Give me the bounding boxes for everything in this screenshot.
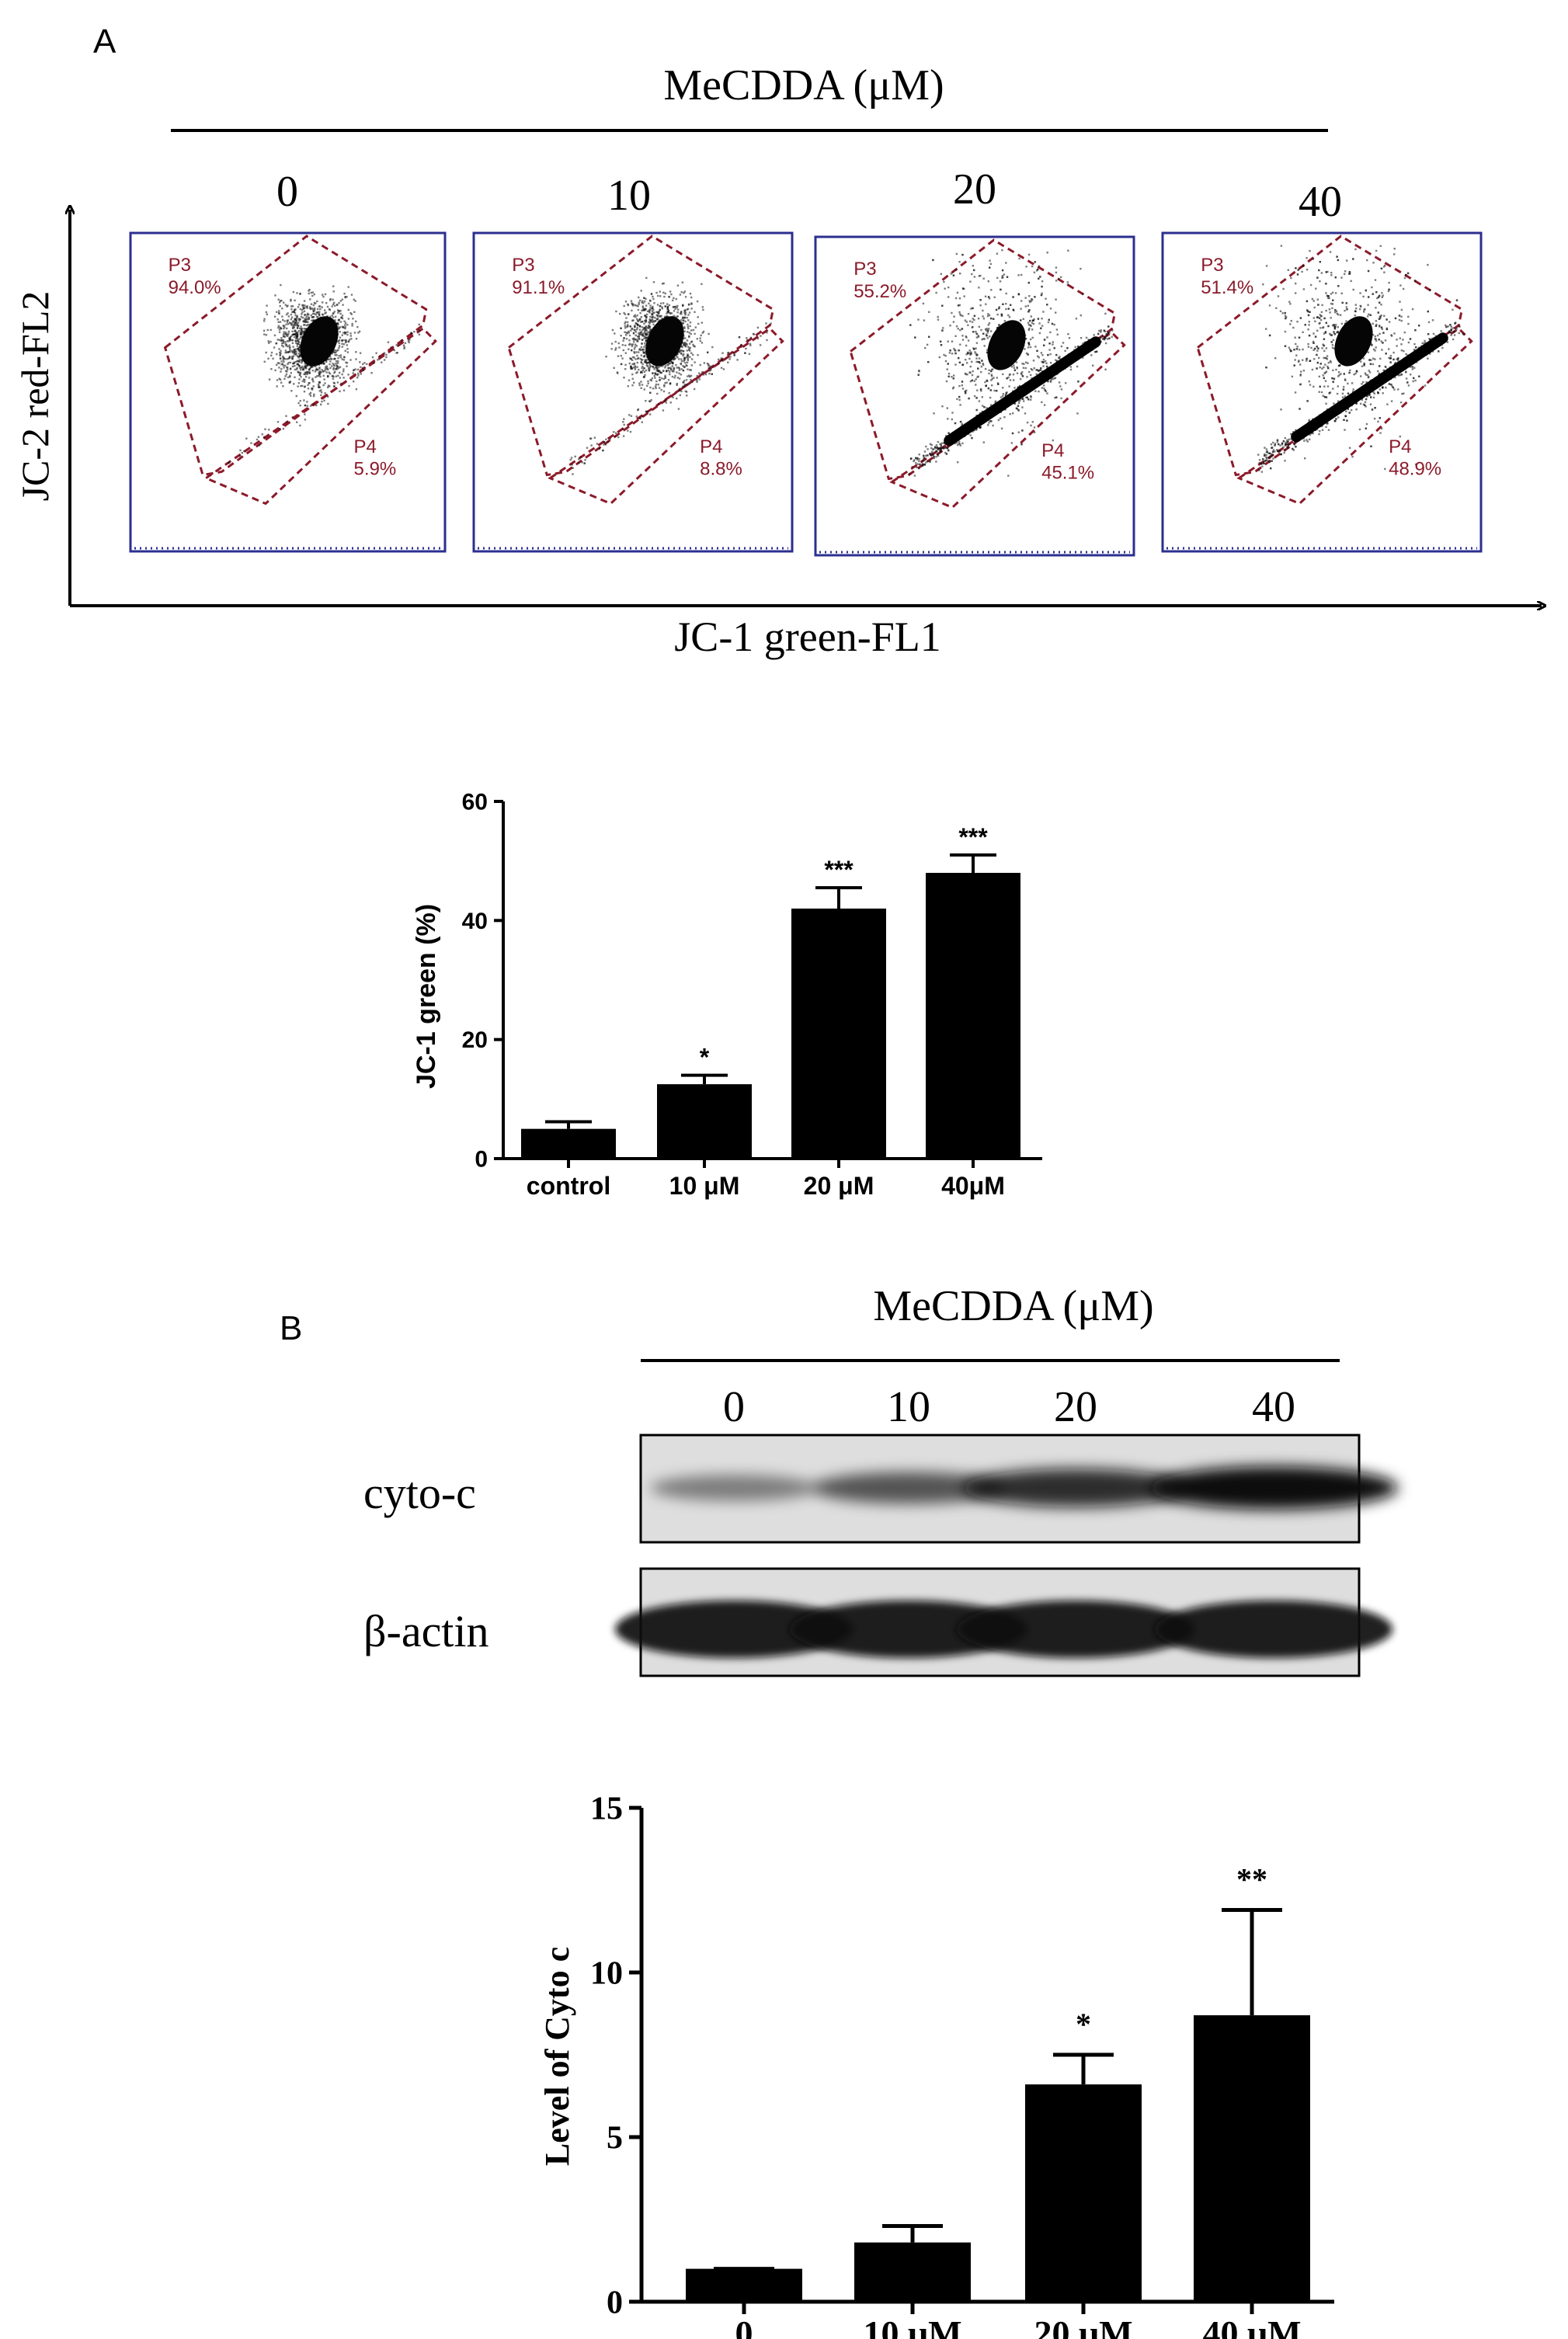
gate-p3-outline [507,235,775,477]
chart2-bar [686,2268,802,2302]
cluster-core [300,316,339,367]
chart1-significance-label: *** [958,823,988,851]
chart1-category-label: 40μM [941,1172,1005,1200]
chart1-y-tick-label: 0 [475,1147,488,1173]
flow-x-axis-label: JC-1 green-FL1 [674,613,940,660]
chart1-category-label: control [527,1172,610,1200]
gate-p3-percent: 55.2% [854,281,906,302]
blot-band [1149,1466,1398,1510]
flow-y-axis-label: JC-2 red-FL2 [13,291,57,502]
western-blot: 0 10 20 40 cyto-c β-actin [363,1383,1398,1677]
flow-plot-concentration: 10 [607,172,651,220]
flow-plot-concentration: 20 [953,165,996,214]
blot-lane-label: 0 [723,1383,745,1431]
panel-b-header: MeCDDA (μM) [873,1282,1153,1330]
p4-event-band [1291,332,1448,443]
chart2-y-tick-label: 0 [607,2285,623,2321]
blot-row-label: cyto-c [363,1468,476,1518]
blot-band [790,1600,1027,1659]
chart2-bar [1025,2084,1142,2302]
blot-row-label: β-actin [363,1606,489,1656]
gate-p3-name: P3 [512,255,534,276]
gate-p3-name: P3 [1201,255,1223,276]
panel-a-label: A [93,23,116,61]
blot-band [957,1600,1194,1659]
chart2-bar [854,2242,971,2302]
chart1-bar [521,1128,616,1159]
chart2-y-tick-label: 5 [607,2121,623,2157]
chart2-category-label: 20 μM [1034,2313,1133,2339]
chart2-category-label: 10 μM [864,2313,962,2339]
blot-band [962,1468,1189,1507]
cyto-c-level-bar-chart: Level of Cyto c 0 5 10 15 0 10 μM * 20 μM ** 40 μ… [538,1792,1334,2339]
cluster-core [645,316,684,367]
chart1-significance-label: * [700,1044,710,1072]
blot-band [1155,1600,1392,1659]
p4-event-band [944,336,1101,447]
blot-band [650,1475,818,1501]
chart1-y-tick-label: 60 [462,790,488,815]
blot-lane-label: 20 [1054,1383,1097,1431]
chart2-y-tick-label: 15 [590,1792,623,1827]
scatter-events [228,283,421,464]
gate-p4-name: P4 [1041,440,1064,461]
blot-lane-label: 10 [887,1383,930,1431]
gate-p3-percent: 94.0% [169,277,221,298]
gate-p4-outline [548,327,784,506]
blot-row-beta-actin: β-actin [363,1567,1392,1677]
gate-p3-percent: 51.4% [1201,277,1253,298]
gate-p4-outline [203,327,437,506]
flow-plot-frame [472,231,794,553]
gate-p4-percent: 5.9% [354,459,397,480]
chart1-category-label: 20 μM [804,1172,874,1200]
blot-band [615,1600,853,1659]
gate-p3-name: P3 [854,259,876,280]
gate-p4-percent: 8.8% [700,459,742,480]
chart2-category-label: 40 μM [1203,2313,1302,2339]
chart1-bar [926,873,1020,1159]
gate-p4-name: P4 [1389,436,1411,457]
flow-plot-concentration: 40 [1299,178,1342,226]
gate-p3-outline [163,235,428,477]
chart1-y-axis-label: JC-1 green (%) [412,904,441,1089]
chart1-bar [657,1084,752,1159]
flow-plots: 0P394.0%P45.9%10P391.1%P48.8%20P355.2%P4… [129,165,1483,557]
flow-plot-frame [129,231,447,553]
cluster-core [1334,316,1373,367]
cluster-core [987,320,1026,370]
chart1-significance-label: *** [824,856,854,884]
gate-p4-name: P4 [700,436,722,457]
chart1-bar [791,909,886,1159]
chart2-y-tick-label: 10 [590,1956,623,1992]
panel-a-header: MeCDDA (μM) [663,61,944,109]
gate-p3-name: P3 [169,255,191,276]
panel-b-label: B [280,1309,302,1347]
blot-band [812,1472,1006,1504]
gate-p3-percent: 91.1% [512,277,565,298]
chart1-y-tick-label: 20 [462,1027,488,1053]
chart1-y-tick-label: 40 [462,909,488,934]
gate-p3-outline [849,238,1117,481]
gate-p4-percent: 48.9% [1389,459,1441,480]
flow-plot-concentration: 0 [276,168,298,216]
chart2-significance-label: * [1076,2007,1091,2042]
gate-p4-name: P4 [354,436,377,457]
gate-p3-outline [1196,235,1464,477]
chart2-y-axis-label: Level of Cyto c [538,1947,576,2166]
jc1-green-bar-chart: JC-1 green (%) 0 20 40 60 control * 10 μM *** 20… [412,790,1042,1200]
chart2-significance-label: ** [1236,1861,1267,1896]
gate-p4-percent: 45.1% [1041,463,1094,484]
blot-lane-label: 40 [1252,1383,1295,1431]
chart2-bar [1194,2015,1310,2302]
blot-row-cyto-c: cyto-c [363,1434,1398,1544]
chart2-category-label: 0 [735,2313,753,2339]
chart1-category-label: 10 μM [669,1172,740,1200]
